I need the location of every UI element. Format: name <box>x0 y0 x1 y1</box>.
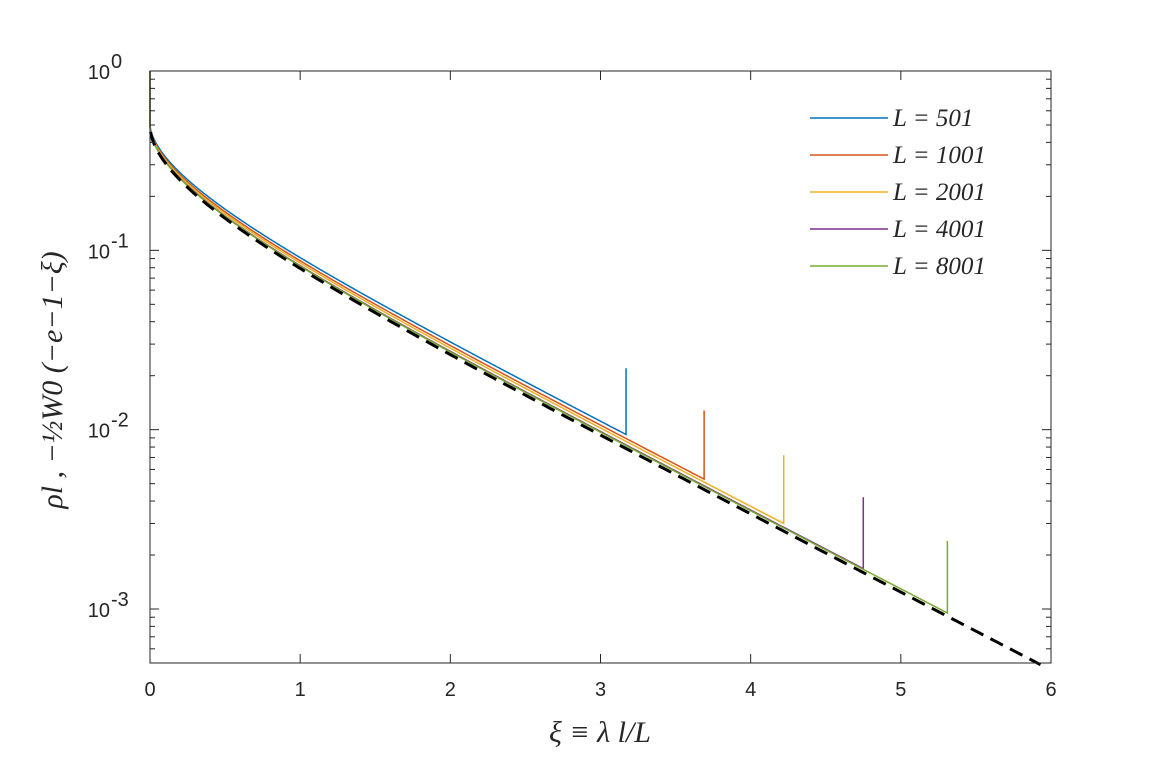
x-tick-label: 3 <box>595 679 606 701</box>
y-tick-label: 10 <box>88 241 110 263</box>
series-line-4 <box>149 71 865 570</box>
series-line-5 <box>149 71 949 615</box>
legend-label-2: L = 1001 <box>892 142 986 169</box>
reference-curve-dashed <box>149 131 1042 666</box>
x-tick-label: 1 <box>295 679 306 701</box>
y-axis-label: ρl , −½W0 (−e−1−ξ) <box>36 251 69 509</box>
x-tick-label: 5 <box>895 679 906 701</box>
y-tick-exponent: -1 <box>111 230 129 252</box>
y-tick-exponent: -2 <box>111 410 129 432</box>
y-tick-exponent: 0 <box>111 51 122 73</box>
series-line-1 <box>149 71 627 436</box>
legend: L = 501 L = 1001 L = 2001 L = 4001 L = 8001 <box>810 105 986 280</box>
legend-label-4: L = 4001 <box>892 216 986 243</box>
series-line-2 <box>149 71 705 481</box>
y-tick-label: 10 <box>88 600 110 622</box>
x-tick-label: 6 <box>1045 679 1056 701</box>
legend-label-3: L = 2001 <box>892 179 986 206</box>
y-tick-label: 10 <box>88 62 110 84</box>
series-line-3 <box>149 71 785 525</box>
legend-label-5: L = 8001 <box>892 253 986 280</box>
x-tick-label: 0 <box>144 679 155 701</box>
legend-label-1: L = 501 <box>892 105 973 132</box>
series-layer <box>149 71 949 615</box>
x-tick-label: 2 <box>445 679 456 701</box>
y-tick-label: 10 <box>88 421 110 443</box>
x-axis-label: ξ ≡ λ l/L <box>549 716 651 749</box>
y-tick-exponent: -3 <box>111 589 129 611</box>
x-tick-label: 4 <box>745 679 756 701</box>
